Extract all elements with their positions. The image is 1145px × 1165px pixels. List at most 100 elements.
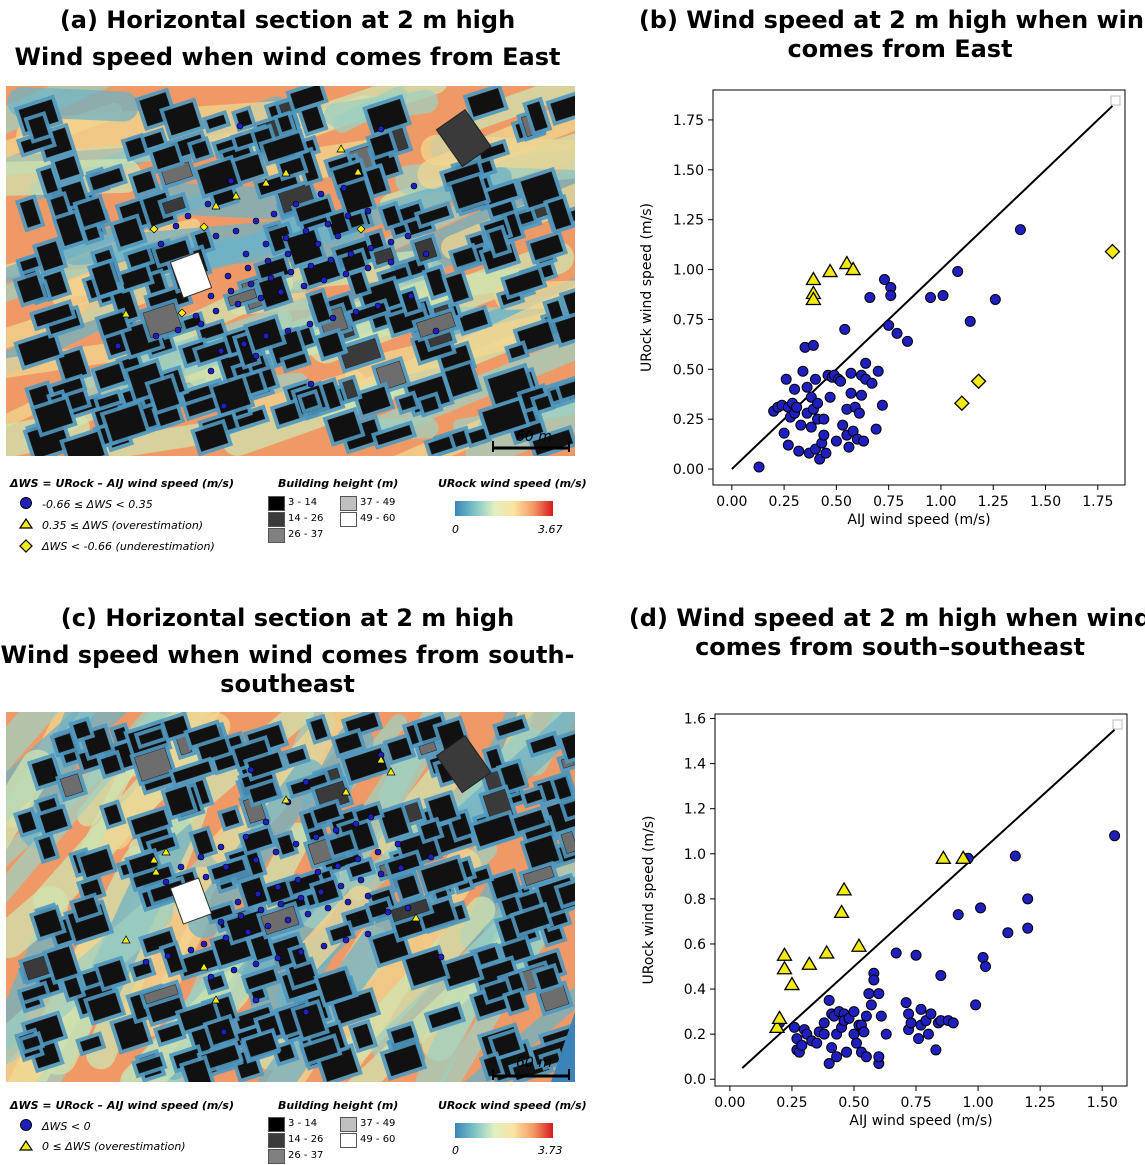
measurement-point xyxy=(252,352,260,360)
data-point-circle xyxy=(952,909,964,921)
building xyxy=(310,718,328,741)
data-point-triangle xyxy=(955,850,972,864)
data-point-circle xyxy=(870,423,882,435)
building xyxy=(387,737,412,761)
building xyxy=(245,1032,277,1058)
building xyxy=(172,761,212,783)
x-tick-label: 1.75 xyxy=(1082,494,1113,510)
measurement-point xyxy=(307,262,315,270)
measurement-point xyxy=(397,864,405,872)
data-point-circle xyxy=(925,1008,937,1020)
triangle-icon xyxy=(18,1139,34,1151)
measurement-point xyxy=(352,820,360,828)
height-item-4: 37 - 49 xyxy=(360,1118,396,1129)
building xyxy=(329,834,355,855)
measurement-point xyxy=(274,954,282,962)
data-point-circle xyxy=(809,373,821,385)
data-point-circle xyxy=(805,421,817,433)
building xyxy=(342,379,358,400)
wind-field-band xyxy=(6,242,132,340)
data-point-circle xyxy=(853,407,865,419)
y-axis-label: URock wind speed (m/s) xyxy=(639,203,655,372)
measurement-point xyxy=(427,853,435,861)
data-point-circle xyxy=(831,1051,843,1063)
measurement-point xyxy=(197,320,205,328)
measurement-point xyxy=(306,320,314,328)
measurement-point xyxy=(312,833,320,841)
measurement-point xyxy=(187,946,195,954)
data-point-circle xyxy=(801,381,813,393)
building xyxy=(132,962,152,978)
measurement-point xyxy=(174,326,182,334)
measurement-point xyxy=(384,908,392,916)
y-tick-label: 0.50 xyxy=(673,362,704,378)
building xyxy=(563,286,575,318)
measurement-point xyxy=(192,312,200,320)
building xyxy=(390,1025,415,1044)
measurement-point xyxy=(277,900,285,908)
building xyxy=(530,234,564,261)
building xyxy=(36,241,64,271)
measurement-point xyxy=(387,238,395,246)
measurement-point xyxy=(264,257,272,265)
urock-max-top: 3.67 xyxy=(538,523,563,536)
measurement-point xyxy=(244,928,252,936)
building xyxy=(514,906,550,934)
building xyxy=(317,970,353,1003)
data-point-circle xyxy=(878,274,890,286)
x-tick-label: 1.50 xyxy=(1087,1095,1118,1111)
measurement-point xyxy=(334,862,342,870)
measurement-point xyxy=(207,973,215,981)
title-b: (b) Wind speed at 2 m high when wind com… xyxy=(620,6,1145,64)
measurement-point xyxy=(222,934,230,942)
building xyxy=(563,800,575,818)
data-point-circle xyxy=(818,429,830,441)
data-point-circle xyxy=(818,413,830,425)
data-point-triangle xyxy=(805,291,822,306)
building xyxy=(490,201,514,217)
dws-legend-item-1: ΔWS < 0 xyxy=(42,1120,91,1133)
data-point-triangle xyxy=(935,850,952,864)
measurement-point xyxy=(337,882,345,890)
title-b-line1: (b) Wind speed at 2 m high when wind xyxy=(638,6,1145,34)
building xyxy=(197,159,239,195)
data-point-circle xyxy=(824,391,836,403)
y-tick-label: 0.6 xyxy=(684,937,706,953)
building xyxy=(134,747,173,782)
data-point-circle xyxy=(1002,927,1014,939)
building xyxy=(125,137,146,158)
title-a-line2: Wind speed when wind comes from East xyxy=(14,43,561,71)
data-point-circle xyxy=(823,994,835,1006)
y-tick-label: 0.25 xyxy=(673,412,704,428)
building xyxy=(290,86,325,110)
data-point-triangle xyxy=(776,946,793,961)
water-area xyxy=(551,1012,575,1082)
measurement-point-under xyxy=(149,224,159,234)
urock-min-top: 0 xyxy=(452,523,459,536)
building xyxy=(301,106,324,133)
measurement-point xyxy=(404,232,412,240)
building xyxy=(420,821,440,840)
measurement-point xyxy=(200,940,208,948)
data-point-circle xyxy=(890,947,902,959)
measurement-point xyxy=(257,294,265,302)
data-point-circle xyxy=(913,1033,925,1045)
data-point-circle xyxy=(839,323,851,335)
building xyxy=(209,904,233,921)
measurement-point xyxy=(257,906,265,914)
data-point-triangle xyxy=(818,944,835,959)
data-point-circle xyxy=(837,419,849,431)
triangle-icon xyxy=(18,517,34,529)
building xyxy=(193,830,214,856)
building xyxy=(245,969,277,990)
y-tick-label: 1.2 xyxy=(684,802,706,818)
data-point-triangle xyxy=(776,960,793,975)
measurement-point xyxy=(387,258,395,266)
building xyxy=(40,168,59,194)
building xyxy=(335,732,362,754)
measurement-point xyxy=(177,863,185,871)
data-point-triangle xyxy=(801,955,818,970)
data-point-circle xyxy=(1022,922,1034,934)
urock-max-bottom: 3.73 xyxy=(538,1144,563,1157)
measurement-point xyxy=(342,270,350,278)
